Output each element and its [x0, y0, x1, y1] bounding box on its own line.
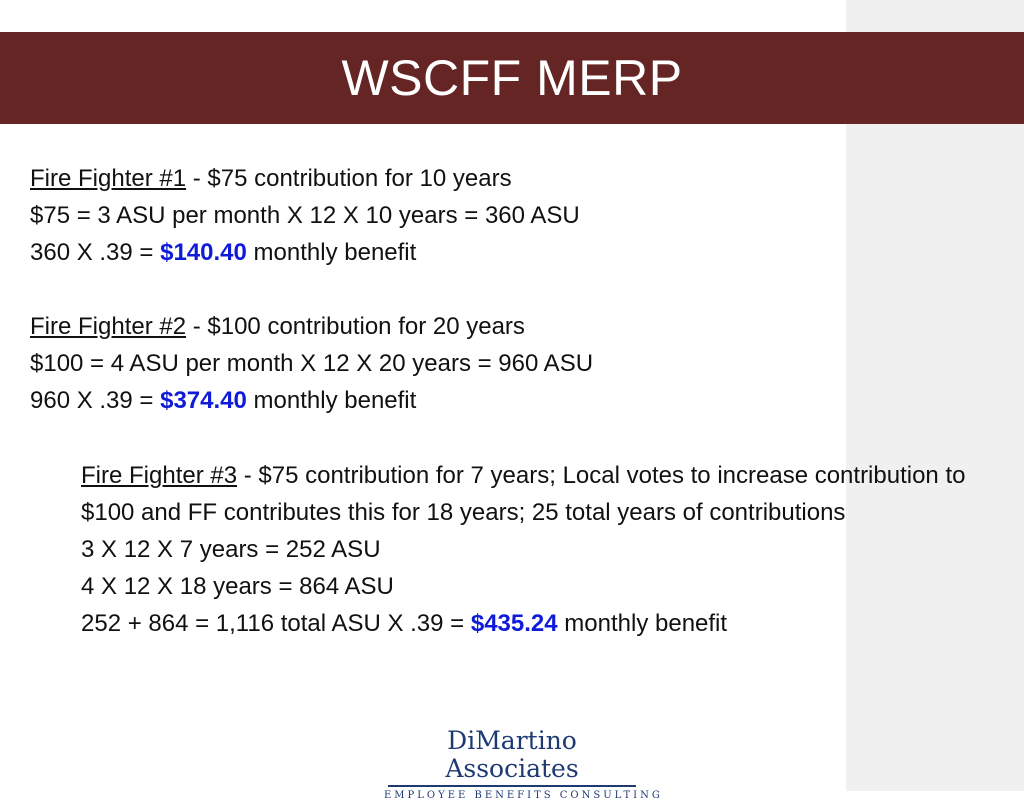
ff3-heading-paragraph: Fire Fighter #3 - $75 contribution for 7…: [81, 457, 981, 531]
ff1-label: Fire Fighter #1: [30, 165, 187, 192]
ff1-description: - $75 contribution for 10 years: [186, 165, 512, 192]
fire-fighter-1-example: Fire Fighter #1 - $75 contribution for 1…: [30, 160, 830, 271]
ff2-benefit-suffix: monthly benefit: [246, 387, 417, 414]
fire-fighter-2-example: Fire Fighter #2 - $100 contribution for …: [30, 308, 830, 419]
slide-title: WSCFF MERP: [341, 50, 683, 106]
ff1-calculation: $75 = 3 ASU per month X 12 X 10 years = …: [30, 202, 580, 229]
ff3-benefit-suffix: monthly benefit: [557, 610, 728, 637]
ff2-benefit-line: 960 X .39 = $374.40 monthly benefit: [30, 382, 830, 419]
slide-body: Fire Fighter #1 - $75 contribution for 1…: [30, 160, 830, 456]
ff3-calculation-1: 3 X 12 X 7 years = 252 ASU: [81, 536, 381, 563]
title-bar: WSCFF MERP: [0, 32, 1024, 124]
ff1-benefit-amount: $140.40: [160, 239, 247, 266]
logo-tagline: EMPLOYEE BENEFITS CONSULTING: [384, 790, 663, 801]
ff3-description: - $75 contribution for 7 years; Local vo…: [81, 462, 966, 526]
right-side-panel: [846, 0, 1024, 791]
logo-divider: [388, 785, 636, 787]
ff3-label: Fire Fighter #3: [81, 462, 238, 489]
ff1-benefit-line: 360 X .39 = $140.40 monthly benefit: [30, 234, 830, 271]
ff1-benefit-prefix: 360 X .39 =: [30, 239, 161, 266]
ff3-benefit-amount: $435.24: [470, 610, 558, 637]
ff1-benefit-suffix: monthly benefit: [246, 239, 417, 266]
ff3-calculation-2: 4 X 12 X 18 years = 864 ASU: [81, 573, 394, 600]
ff2-label: Fire Fighter #2: [30, 313, 187, 340]
company-logo: DiMartino Associates EMPLOYEE BENEFITS C…: [384, 727, 660, 802]
fire-fighter-3-example: Fire Fighter #3 - $75 contribution for 7…: [81, 457, 981, 642]
ff3-benefit-line: 252 + 864 = 1,116 total ASU X .39 = $435…: [81, 605, 981, 642]
ff3-benefit-prefix: 252 + 864 = 1,116 total ASU X .39 =: [81, 610, 471, 637]
ff2-heading-line: Fire Fighter #2 - $100 contribution for …: [30, 308, 830, 345]
ff2-benefit-amount: $374.40: [160, 387, 247, 414]
ff2-benefit-prefix: 960 X .39 =: [30, 387, 161, 414]
ff2-calculation: $100 = 4 ASU per month X 12 X 20 years =…: [30, 350, 594, 377]
ff2-description: - $100 contribution for 20 years: [186, 313, 525, 340]
ff1-heading-line: Fire Fighter #1 - $75 contribution for 1…: [30, 160, 830, 197]
logo-company-name: DiMartino Associates: [445, 726, 579, 783]
